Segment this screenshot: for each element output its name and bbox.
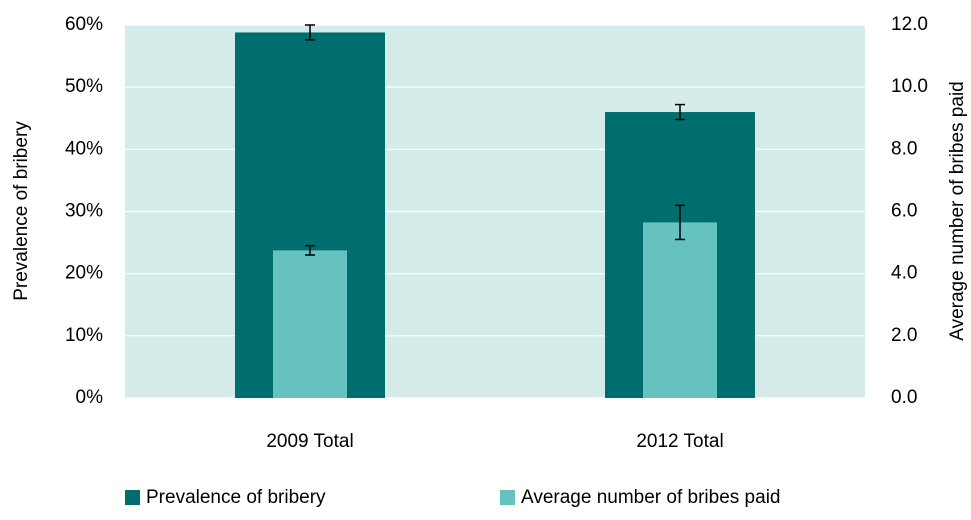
y2-tick-label: 2.0 xyxy=(891,325,917,346)
y-tick-label: 30% xyxy=(65,201,103,222)
y2-tick-label: 6.0 xyxy=(891,201,917,222)
y-tick-label: 0% xyxy=(76,387,104,408)
legend-swatch xyxy=(125,490,140,505)
y-tick-label: 20% xyxy=(65,263,103,284)
error-bar xyxy=(305,244,315,256)
bar xyxy=(643,222,717,398)
x-tick-label: 2012 Total xyxy=(636,431,723,452)
error-bar xyxy=(675,204,685,241)
error-bar xyxy=(675,103,685,121)
y-axis-title: Prevalence of bribery xyxy=(11,121,32,301)
y2-tick-label: 8.0 xyxy=(891,138,917,159)
legend-label: Prevalence of bribery xyxy=(146,487,326,508)
error-bar xyxy=(305,24,315,41)
legend-label: Average number of bribes paid xyxy=(521,487,780,508)
y-tick-label: 50% xyxy=(65,76,103,97)
legend-swatch xyxy=(500,490,515,505)
y2-tick-label: 0.0 xyxy=(891,387,917,408)
y2-tick-label: 4.0 xyxy=(891,263,917,284)
y2-axis-title: Average number of bribes paid xyxy=(947,81,968,340)
x-tick-label: 2009 Total xyxy=(266,431,353,452)
y2-tick-label: 12.0 xyxy=(891,14,928,35)
bar xyxy=(273,250,347,398)
y-tick-label: 60% xyxy=(65,14,103,35)
y-tick-label: 10% xyxy=(65,325,103,346)
y-tick-label: 40% xyxy=(65,138,103,159)
y2-tick-label: 10.0 xyxy=(891,76,928,97)
